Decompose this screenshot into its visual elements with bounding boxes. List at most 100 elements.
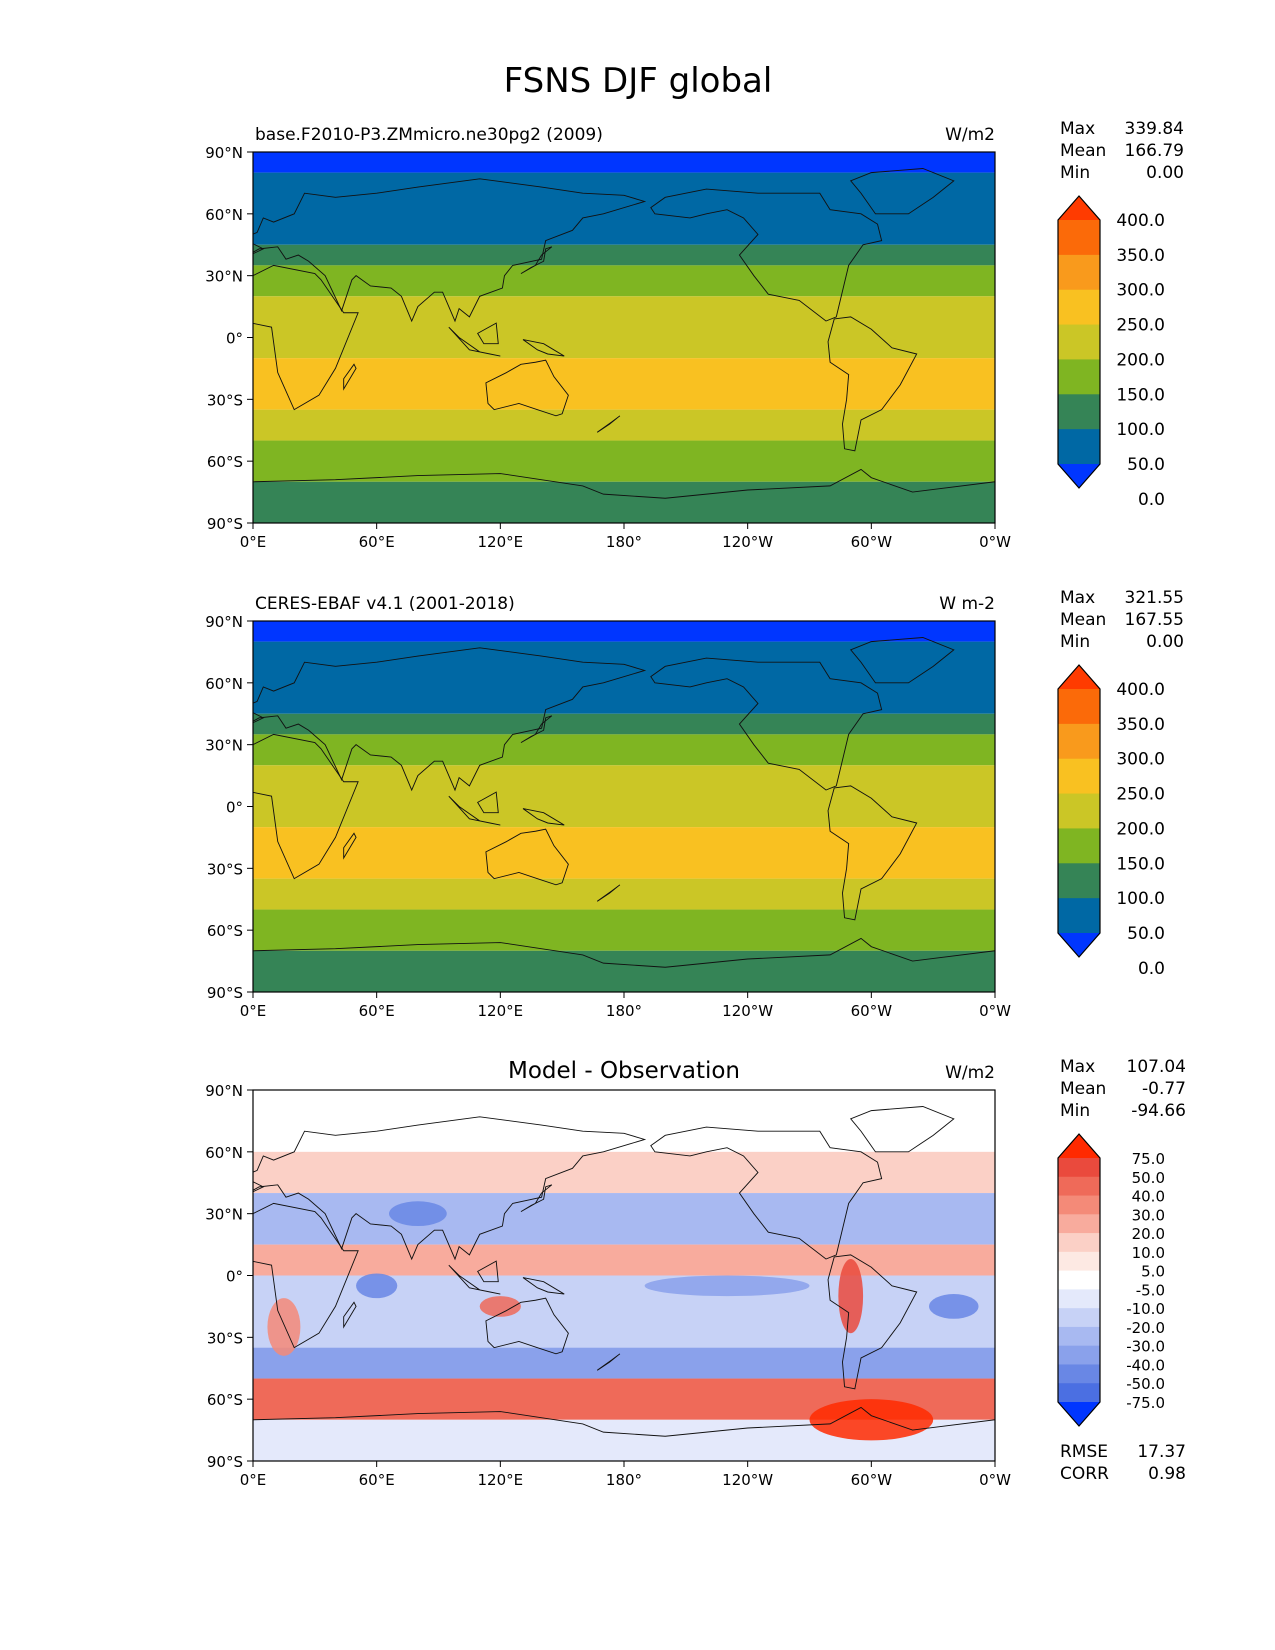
colorbar-segment xyxy=(1058,1251,1100,1272)
colorbar-tick-label: 400.0 xyxy=(1116,680,1165,700)
lon-tick-label: 60°W xyxy=(851,1002,893,1020)
colorbar-segment xyxy=(1058,1195,1100,1215)
field-band xyxy=(253,244,995,266)
panel-2-stats: Max 321.55 Mean 167.55 Min 0.00 xyxy=(1060,588,1184,652)
colorbar-segment xyxy=(1058,1270,1100,1290)
field-band xyxy=(253,909,995,951)
panel-1-lon-ticks: 0°E 60°E 120°E 180° 120°W 60°W 0°W xyxy=(240,523,1011,551)
lon-tick-label: 180° xyxy=(606,1002,642,1020)
panel-1-stats: Max 339.84 Mean 166.79 Min 0.00 xyxy=(1060,119,1184,183)
stat-rmse-value: 17.37 xyxy=(1137,1442,1186,1462)
colorbar-segment xyxy=(1058,429,1100,465)
lat-tick-label: 60°N xyxy=(205,206,243,224)
colorbar-tick-label: 400.0 xyxy=(1116,211,1165,231)
lat-tick-label: 90°S xyxy=(207,984,243,1002)
colorbar-segment xyxy=(1058,220,1100,256)
panel-1-map xyxy=(253,152,995,523)
lat-tick-label: 60°S xyxy=(207,922,243,940)
colorbar-tick-label: -20.0 xyxy=(1126,1319,1165,1337)
stat-corr-label: CORR xyxy=(1060,1464,1109,1484)
colorbar-segment xyxy=(1058,1214,1100,1234)
field-band xyxy=(253,409,995,441)
stat-max-label: Max xyxy=(1060,1057,1095,1077)
panel-1-lat-ticks: 90°N 60°N 30°N 0° 30°S 60°S 90°S xyxy=(205,144,253,533)
field-band xyxy=(253,1347,995,1379)
colorbar-segment xyxy=(1058,1326,1100,1347)
colorbar-tick-label: 150.0 xyxy=(1116,385,1165,405)
lat-tick-label: 90°N xyxy=(205,144,243,162)
panel-2: CERES-EBAF v4.1 (2001-2018) W m-2 90°N 60… xyxy=(205,588,1184,1020)
colorbar-tick-label: 50.0 xyxy=(1127,924,1165,944)
colorbar-tick-label: 300.0 xyxy=(1116,750,1165,770)
colorbar-segment xyxy=(1058,394,1100,430)
colorbar-segment xyxy=(1058,254,1100,291)
stat-mean-label: Mean xyxy=(1060,1079,1106,1099)
colorbar-segment xyxy=(1058,1289,1100,1309)
lon-tick-label: 120°E xyxy=(478,1002,524,1020)
stat-corr-value: 0.98 xyxy=(1148,1464,1186,1484)
colorbar-tick-label: 0.0 xyxy=(1138,490,1165,510)
colorbar-tick-label: 30.0 xyxy=(1132,1206,1165,1224)
lon-tick-label: 180° xyxy=(606,533,642,551)
panel-2-colorbar: 400.0 350.0 300.0 250.0 200.0 150.0 100.0 50.0 0… xyxy=(1057,664,1165,979)
panel-3-units: W/m2 xyxy=(945,1063,995,1083)
colorbar-segment xyxy=(1058,1345,1100,1365)
lon-tick-label: 0°E xyxy=(240,533,267,551)
panel-3-title: Model - Observation xyxy=(508,1058,740,1084)
anomaly-blob xyxy=(644,1275,810,1297)
lat-tick-label: 30°N xyxy=(205,1206,243,1224)
colorbar-tick-label: 0.0 xyxy=(1138,959,1165,979)
figure-title: FSNS DJF global xyxy=(504,61,773,101)
colorbar-extend-min xyxy=(1058,1402,1100,1426)
colorbar-segment xyxy=(1058,289,1100,326)
colorbar-outline xyxy=(1057,195,1101,489)
colorbar-segment xyxy=(1058,723,1100,760)
colorbar-outline xyxy=(1057,1133,1101,1427)
colorbar-tick-label: 250.0 xyxy=(1116,785,1165,805)
stat-min-label: Min xyxy=(1060,1101,1090,1121)
colorbar-tick-label: -40.0 xyxy=(1126,1356,1165,1374)
field-band xyxy=(253,1244,995,1276)
anomaly-blob xyxy=(929,1294,979,1319)
lat-tick-label: 30°S xyxy=(207,391,243,409)
lon-tick-label: 60°E xyxy=(359,533,395,551)
lon-tick-label: 60°W xyxy=(851,1471,893,1489)
lat-tick-label: 0° xyxy=(226,1268,243,1286)
field-band xyxy=(253,621,995,642)
colorbar-tick-label: 200.0 xyxy=(1116,819,1165,839)
colorbar-tick-label: 5.0 xyxy=(1141,1263,1165,1281)
lon-tick-label: 0°E xyxy=(240,1471,267,1489)
lon-tick-label: 120°E xyxy=(478,533,524,551)
panel-1-colorbar: 400.0 350.0 300.0 250.0 200.0 150.0 100.0 50.0 0… xyxy=(1057,195,1165,510)
field-band xyxy=(253,878,995,910)
field-band xyxy=(253,1151,995,1194)
colorbar-tick-label: 350.0 xyxy=(1116,246,1165,266)
colorbar-tick-label: 40.0 xyxy=(1132,1188,1165,1206)
lon-tick-label: 0°E xyxy=(240,1002,267,1020)
colorbar-extend-min xyxy=(1058,464,1100,488)
panel-3-lat-ticks: 90°N 60°N 30°N 0° 30°S 60°S 90°S xyxy=(205,1082,253,1471)
colorbar-tick-label: 200.0 xyxy=(1116,350,1165,370)
field-band xyxy=(253,440,995,482)
colorbar-segment xyxy=(1058,793,1100,829)
panel-2-units: W m-2 xyxy=(939,594,995,614)
colorbar-tick-label: 250.0 xyxy=(1116,316,1165,336)
lat-tick-label: 60°N xyxy=(205,1144,243,1162)
colorbar-tick-label: 350.0 xyxy=(1116,715,1165,735)
lon-tick-label: 120°W xyxy=(722,1471,773,1489)
colorbar-tick-label: 10.0 xyxy=(1132,1244,1165,1262)
panel-3-stats: Max 107.04 Mean -0.77 Min -94.66 RMSE 17… xyxy=(1060,1057,1186,1484)
colorbar-extend-max xyxy=(1058,1134,1100,1158)
stat-min-value: 0.00 xyxy=(1146,163,1184,183)
lat-tick-label: 90°S xyxy=(207,1453,243,1471)
panel-1: base.F2010-P3.ZMmicro.ne30pg2 (2009) W/m… xyxy=(205,119,1184,551)
colorbar-tick-label: 300.0 xyxy=(1116,281,1165,301)
panel-2-lat-ticks: 90°N 60°N 30°N 0° 30°S 60°S 90°S xyxy=(205,613,253,1002)
lat-tick-label: 60°S xyxy=(207,1391,243,1409)
field-band xyxy=(253,950,995,992)
colorbar-tick-label: -75.0 xyxy=(1126,1394,1165,1412)
colorbar-tick-label: -10.0 xyxy=(1126,1300,1165,1318)
panel-2-lon-ticks: 0°E 60°E 120°E 180° 120°W 60°W 0°W xyxy=(240,992,1011,1020)
lat-tick-label: 90°N xyxy=(205,613,243,631)
